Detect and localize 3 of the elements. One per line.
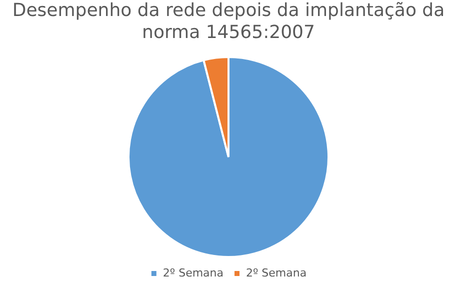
chart-title: Desempenho da rede depois da implantação da norma 14565:2007: [11, 0, 446, 44]
legend-label: 2º Semana: [162, 266, 224, 280]
legend-label: 2º Semana: [246, 266, 307, 280]
